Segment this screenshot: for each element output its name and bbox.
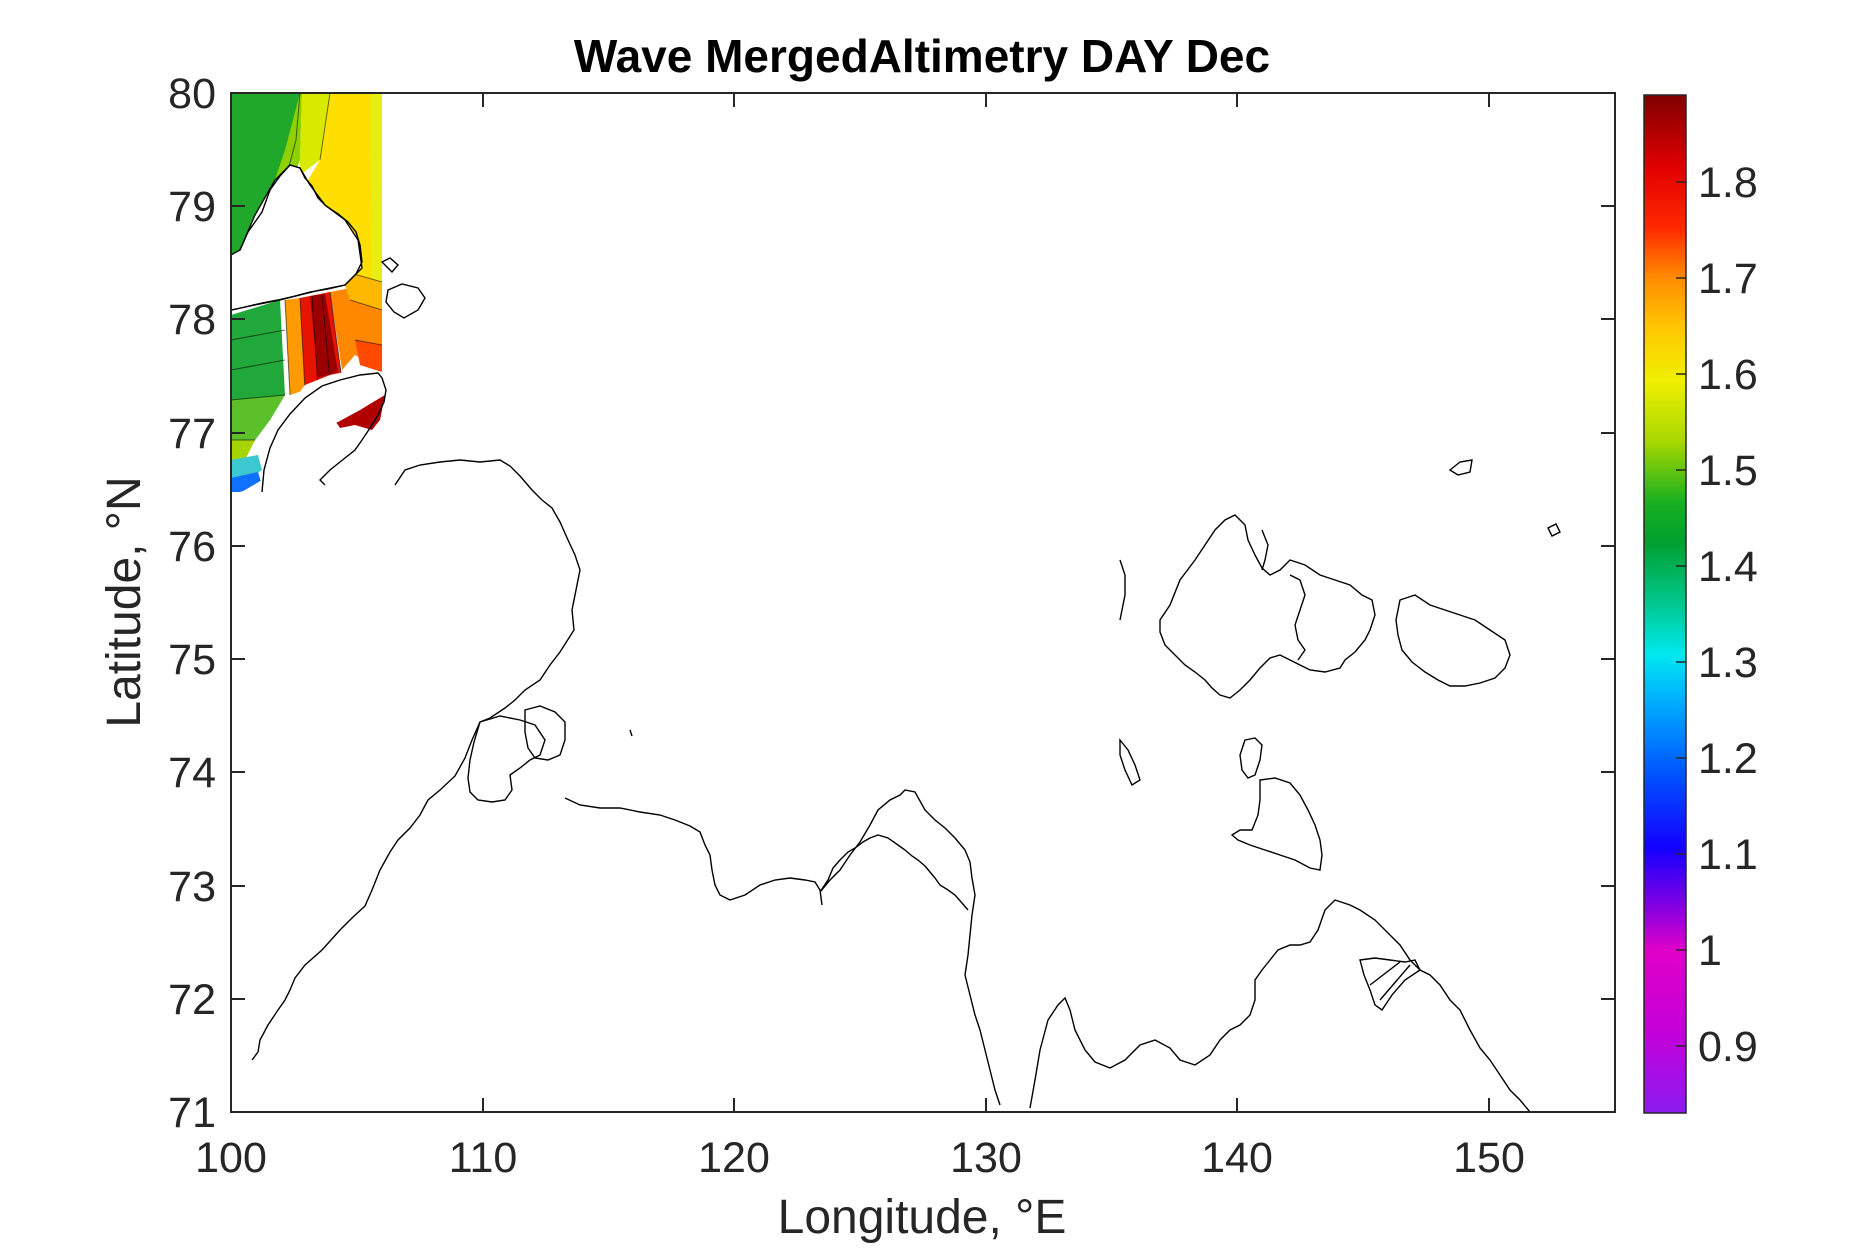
field-yellowgreen-south (231, 440, 255, 465)
x-tick-label: 110 (449, 1134, 518, 1182)
field-paleyellow-strip (370, 93, 382, 300)
y-tick-labels: 71 72 73 74 75 76 77 78 79 80 (168, 70, 216, 1137)
colorbar-tick-label: 1.8 (1698, 159, 1758, 207)
field-orange-band (285, 298, 305, 395)
coast-lyakhovsky (1230, 777, 1323, 871)
colorbar-tick-label: 1.5 (1698, 447, 1758, 495)
y-axis (231, 205, 1615, 1113)
field-red-island (336, 395, 385, 430)
axes-box (230, 92, 1616, 1113)
land-mask-taymyr-west (231, 370, 385, 510)
field-darkred-core (310, 294, 338, 378)
colorbar-labels: 0.9 1 1.1 1.2 1.3 1.4 1.5 1.6 1.7 1.8 (1698, 159, 1758, 1071)
y-tick-label: 76 (168, 523, 216, 571)
coast-belkovsky (1119, 738, 1141, 787)
colorbar-ticks (1676, 181, 1686, 1047)
coastlines (231, 164, 1561, 1112)
colorbar-tick-label: 1.7 (1698, 255, 1758, 303)
coast-island-nw (385, 283, 426, 319)
x-tick-label: 150 (1453, 1134, 1525, 1182)
y-tick-label: 79 (168, 183, 216, 231)
coast-small-ne (1547, 523, 1561, 537)
coast-novaya-sibir (1395, 594, 1511, 687)
coast-indigirka (1359, 957, 1421, 1011)
colorbar-tick-label: 1.3 (1698, 639, 1758, 687)
coast-faddeyevsky (1261, 529, 1269, 571)
colorbar-tick-label: 1.6 (1698, 351, 1758, 399)
x-tick-label: 130 (950, 1134, 1022, 1182)
colorbar-tick-label: 1.1 (1698, 831, 1758, 879)
coast-laptev-west (251, 459, 581, 1061)
coast-lena (467, 715, 546, 803)
coast-laptev-south (564, 797, 823, 906)
wave-field (231, 93, 385, 510)
x-tick-label: 120 (698, 1134, 770, 1182)
y-tick-label: 71 (168, 1089, 216, 1137)
coast-begichev (524, 705, 566, 761)
colorbar (1643, 94, 1687, 1114)
x-tick-label: 140 (1201, 1134, 1273, 1182)
x-axis (230, 93, 1490, 1112)
y-tick-label: 80 (168, 70, 216, 118)
y-tick-label: 72 (168, 976, 216, 1024)
contour-lines (231, 93, 383, 441)
coast-east-siberian (1029, 899, 1531, 1112)
colorbar-tick-label: 0.9 (1698, 1023, 1758, 1071)
colorbar-tick-label: 1.4 (1698, 543, 1758, 591)
y-axis-label: Latitude, °N (98, 476, 151, 727)
field-lightgreen-north (268, 93, 302, 205)
y-tick-label: 77 (168, 410, 216, 458)
colorbar-tick-label: 1 (1698, 927, 1722, 975)
coast-kotelny-inner (1289, 574, 1306, 661)
y-tick-label: 75 (168, 636, 216, 684)
colorbar-tick-label: 1.2 (1698, 735, 1758, 783)
coast-indigirka-lines (1369, 961, 1411, 1001)
coast-taymyr (261, 372, 387, 493)
coast-severnaya-zemlya (231, 164, 363, 311)
field-yellowgreen-north (300, 93, 330, 175)
coast-lyakhovsky-small (1239, 737, 1263, 779)
x-axis-label: Longitude, °E (778, 1191, 1067, 1244)
plot-area (231, 93, 1615, 1112)
coast-yana (819, 834, 969, 911)
coast-island-small (380, 257, 399, 274)
field-redorange-east (355, 340, 382, 372)
coast-kotelny (1159, 514, 1376, 699)
x-tick-labels: 100 110 120 130 140 150 (195, 1134, 1525, 1182)
field-yellow-north (305, 93, 382, 300)
y-tick-label: 74 (168, 749, 216, 797)
coast-islet (629, 729, 633, 737)
coast-stolbovoy (1119, 559, 1126, 621)
y-tick-label: 78 (168, 296, 216, 344)
map-title: Wave MergedAltimetry DAY Dec (574, 30, 1270, 82)
coast-east-laptev (819, 789, 1001, 1106)
x-tick-label: 100 (195, 1134, 267, 1182)
y-tick-label: 73 (168, 863, 216, 911)
coast-bennett (1448, 459, 1473, 476)
